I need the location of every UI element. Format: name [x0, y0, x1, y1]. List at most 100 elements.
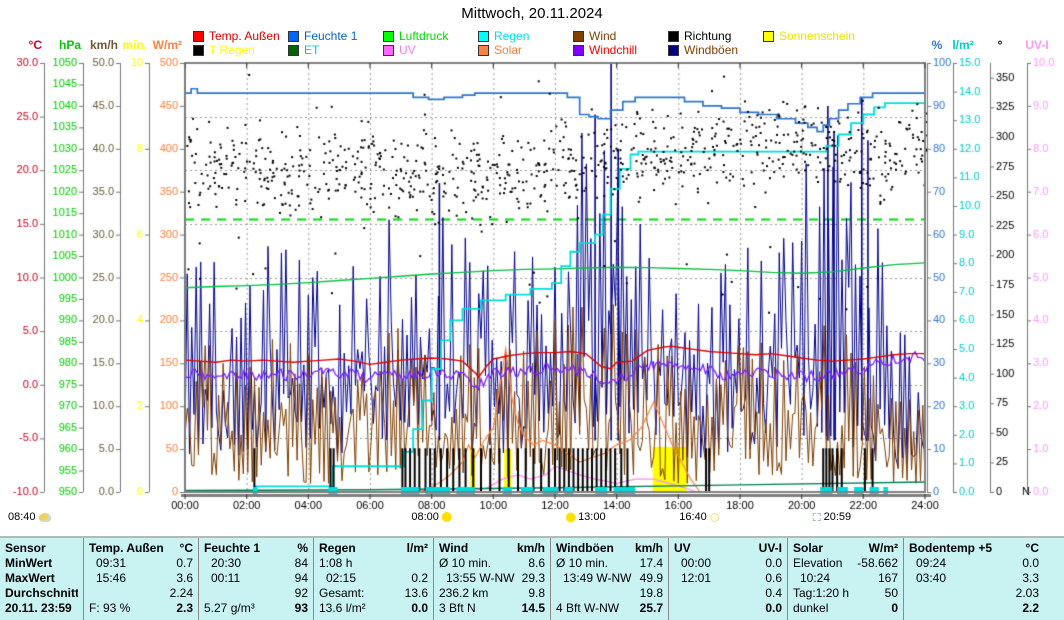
stat-label: 00:00 [681, 556, 712, 570]
legend-label: ET [304, 43, 320, 57]
stat-label: Gesamt: [319, 586, 365, 600]
legend-color-swatch [288, 44, 299, 56]
page-title: Mittwoch, 20.11.2024 [461, 5, 603, 22]
stat-value: 3.3 [1022, 571, 1039, 585]
stat-label: dunkel [793, 601, 829, 615]
stat-column-row-labels: Sensor MinWert MaxWert Durchschnitt 20.11. 2… [0, 538, 83, 620]
stat-value: 14.5 [521, 601, 545, 615]
stat-value: km/h [516, 541, 545, 555]
legend-label: Temp. Außen [209, 29, 280, 43]
legend-color-swatch [668, 44, 679, 56]
legend-item-windb-en: Windböen [668, 43, 738, 57]
stat-label: 15:46 [96, 571, 127, 585]
stat-label: Solar [793, 541, 824, 555]
stat-column-temp-au-en: Temp. Außen °C 09:31 0.7 15:46 3.6 2.24 F: 93 %… [83, 538, 198, 620]
axis-unit-lm: l/m² [952, 38, 974, 52]
legend-label: Wind [589, 29, 617, 43]
stat-label: 20:30 [211, 556, 242, 570]
legend-item-et: ET [288, 43, 319, 57]
stat-column-uv: UV UV-I 00:00 0.0 12:01 0.6 0.4 0.0 [668, 538, 787, 620]
annotation-1300: 13:00 [566, 511, 606, 523]
annotation-time: 13:00 [578, 511, 606, 523]
stat-label: 236.2 km [439, 586, 489, 600]
stat-label: UV [674, 541, 691, 555]
stat-value: 29.3 [521, 571, 545, 585]
stat-value: 0.6 [765, 571, 782, 585]
stat-value: 0.0 [765, 556, 782, 570]
stat-label: 00:11 [211, 571, 241, 585]
stat-value: 93 [294, 601, 308, 615]
stat-row-label: MaxWert [5, 571, 55, 585]
stat-column-regen: Regen l/m² 1:08 h 02:15 0.2 Gesamt: 13.6 13.6 l… [313, 538, 433, 620]
stat-label: 13:49 W-NW [563, 571, 632, 585]
legend-color-swatch [573, 30, 584, 42]
legend-label: T Regen [209, 43, 255, 57]
stat-value: % [297, 541, 308, 555]
stat-label: 13:55 W-NW [446, 571, 515, 585]
stat-value: 92 [294, 586, 308, 600]
stat-value: 0.0 [765, 601, 782, 615]
stat-label: F: 93 % [89, 601, 131, 615]
legend-item-sonnenschein: Sonnenschein [763, 29, 855, 43]
legend-color-swatch [193, 30, 204, 42]
stat-label: Ø 10 min. [556, 556, 609, 570]
annotation-0840: 08:40 [8, 511, 51, 523]
stat-row-label: Durchschnitt [5, 586, 78, 600]
stat-value: W/m² [868, 541, 898, 555]
sun-spark-icon [566, 512, 576, 522]
moon-set-icon [812, 513, 821, 521]
stat-label: Ø 10 min. [439, 556, 492, 570]
stat-column-bodentemp-5: Bodentemp +5 °C 09:24 0.0 03:40 3.3 2.03 2.2 [903, 538, 1044, 620]
legend-color-swatch [383, 44, 394, 56]
stat-column-windb-en: Windböen km/h Ø 10 min. 17.4 13:49 W-NW 49.9 1… [550, 538, 668, 620]
legend-color-swatch [763, 30, 774, 42]
axis-unit-UVI: UV-I [1025, 38, 1049, 52]
stat-value: 2.3 [176, 601, 193, 615]
legend-item-windchill: Windchill [573, 43, 637, 57]
stat-value: 167 [877, 571, 898, 585]
legend-item-feuchte-1: Feuchte 1 [288, 29, 357, 43]
legend-color-swatch [478, 30, 489, 42]
moon-pale-icon [709, 512, 719, 522]
stat-value: 84 [294, 556, 308, 570]
sun-icon [441, 512, 452, 522]
legend-color-swatch [478, 44, 489, 56]
stat-value: 17.4 [639, 556, 663, 570]
stat-row-label: 20.11. 23:59 [5, 601, 72, 615]
stat-value: 2.03 [1015, 586, 1039, 600]
stat-value: 25.7 [639, 601, 663, 615]
stat-value: 2.24 [169, 586, 193, 600]
stat-value: 0.4 [765, 586, 782, 600]
legend-item-solar: Solar [478, 43, 522, 57]
stat-label: Bodentemp +5 [909, 541, 993, 555]
legend-label: Richtung [684, 29, 732, 43]
stat-value: 50 [884, 586, 898, 600]
annotation-time: 16:40 [679, 511, 707, 523]
axis-unit-%: % [931, 38, 943, 52]
legend-label: Regen [494, 29, 530, 43]
stat-label: Windböen [556, 541, 614, 555]
annotation-2059: 20:59 [812, 511, 851, 523]
legend-item-uv: UV [383, 43, 416, 57]
stat-row-label: Sensor [5, 541, 46, 555]
legend-label: Windchill [589, 43, 638, 57]
stat-value: km/h [634, 541, 663, 555]
legend-color-swatch [573, 44, 584, 56]
axis-unit-min: min. [122, 38, 147, 52]
stat-label: Elevation [793, 556, 843, 570]
legend-label: Solar [494, 43, 523, 57]
stat-label: 03:40 [916, 571, 947, 585]
stat-value: 0.7 [176, 556, 193, 570]
stat-value: UV-I [758, 541, 782, 555]
axis-unit-kmh: km/h [89, 38, 118, 52]
stat-value: 0.0 [1022, 556, 1039, 570]
legend-item-luftdruck: Luftdruck [383, 29, 448, 43]
stat-value: 2.2 [1022, 601, 1039, 615]
statistics-table: Sensor MinWert MaxWert Durchschnitt 20.11. 2… [0, 536, 1064, 620]
axis-unit-°C: °C [28, 38, 42, 52]
stat-label: Feuchte 1 [204, 541, 261, 555]
axis-unit-Wm: W/m² [152, 38, 182, 52]
stat-label: Regen [319, 541, 356, 555]
stat-label: 02:15 [326, 571, 357, 585]
stat-value: 8.6 [528, 556, 545, 570]
